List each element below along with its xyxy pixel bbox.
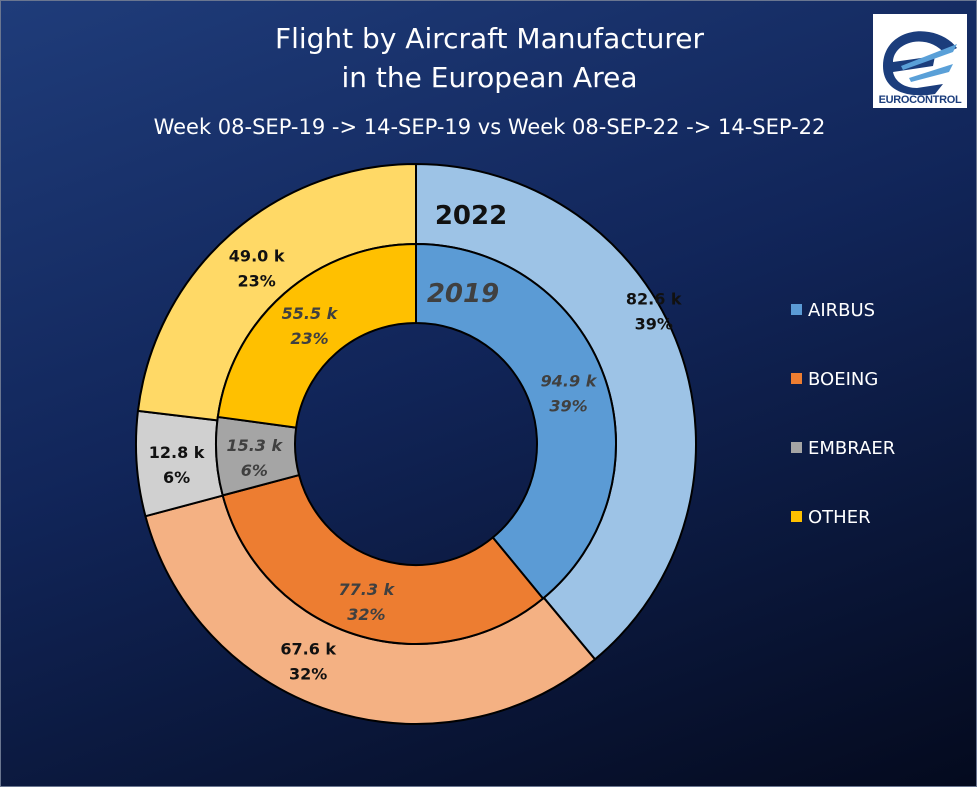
eurocontrol-logo-icon: [883, 31, 957, 96]
inner-value-label-airbus: 94.9 k: [541, 371, 598, 390]
legend-label-embraer: EMBRAER: [808, 438, 895, 459]
legend-swatch-embraer: [791, 442, 802, 453]
inner-percent-label-boeing: 32%: [347, 605, 385, 624]
outer-percent-label-airbus: 39%: [635, 314, 673, 333]
legend-swatch-boeing: [791, 373, 802, 384]
logo-text: EUROCONTROL: [878, 94, 962, 106]
inner-ring-year-label: 2019: [427, 279, 499, 309]
eurocontrol-logo: EUROCONTROL: [873, 14, 967, 108]
outer-value-label-airbus: 82.6 k: [626, 289, 682, 308]
outer-percent-label-boeing: 32%: [289, 665, 327, 684]
outer-ring-year-label: 2022: [435, 201, 507, 231]
outer-percent-label-embraer: 6%: [163, 468, 190, 487]
inner-value-label-embraer: 15.3 k: [226, 436, 283, 455]
outer-value-label-embraer: 12.8 k: [149, 443, 205, 462]
legend-label-boeing: BOEING: [808, 369, 878, 390]
inner-percent-label-other: 23%: [290, 329, 328, 348]
legend-label-airbus: AIRBUS: [808, 300, 875, 321]
legend-label-other: OTHER: [808, 507, 871, 528]
legend-swatch-airbus: [791, 304, 802, 315]
inner-percent-label-airbus: 39%: [549, 396, 587, 415]
outer-value-label-other: 49.0 k: [229, 247, 285, 266]
outer-value-label-boeing: 67.6 k: [280, 640, 336, 659]
chart-subtitle: Week 08-SEP-19 -> 14-SEP-19 vs Week 08-S…: [153, 115, 826, 139]
inner-value-label-other: 55.5 k: [282, 304, 339, 323]
legend-swatch-other: [791, 511, 802, 522]
inner-slice-other: [216, 242, 417, 429]
chart-title-line1: Flight by Aircraft Manufacturer: [274, 22, 705, 55]
inner-value-label-boeing: 77.3 k: [338, 580, 395, 599]
inner-percent-label-embraer: 6%: [241, 461, 268, 480]
inner-slice-airbus: [415, 242, 617, 600]
chart-title-line2: in the European Area: [341, 61, 638, 94]
inner-slice-boeing: [221, 473, 545, 645]
outer-percent-label-other: 23%: [237, 272, 275, 291]
